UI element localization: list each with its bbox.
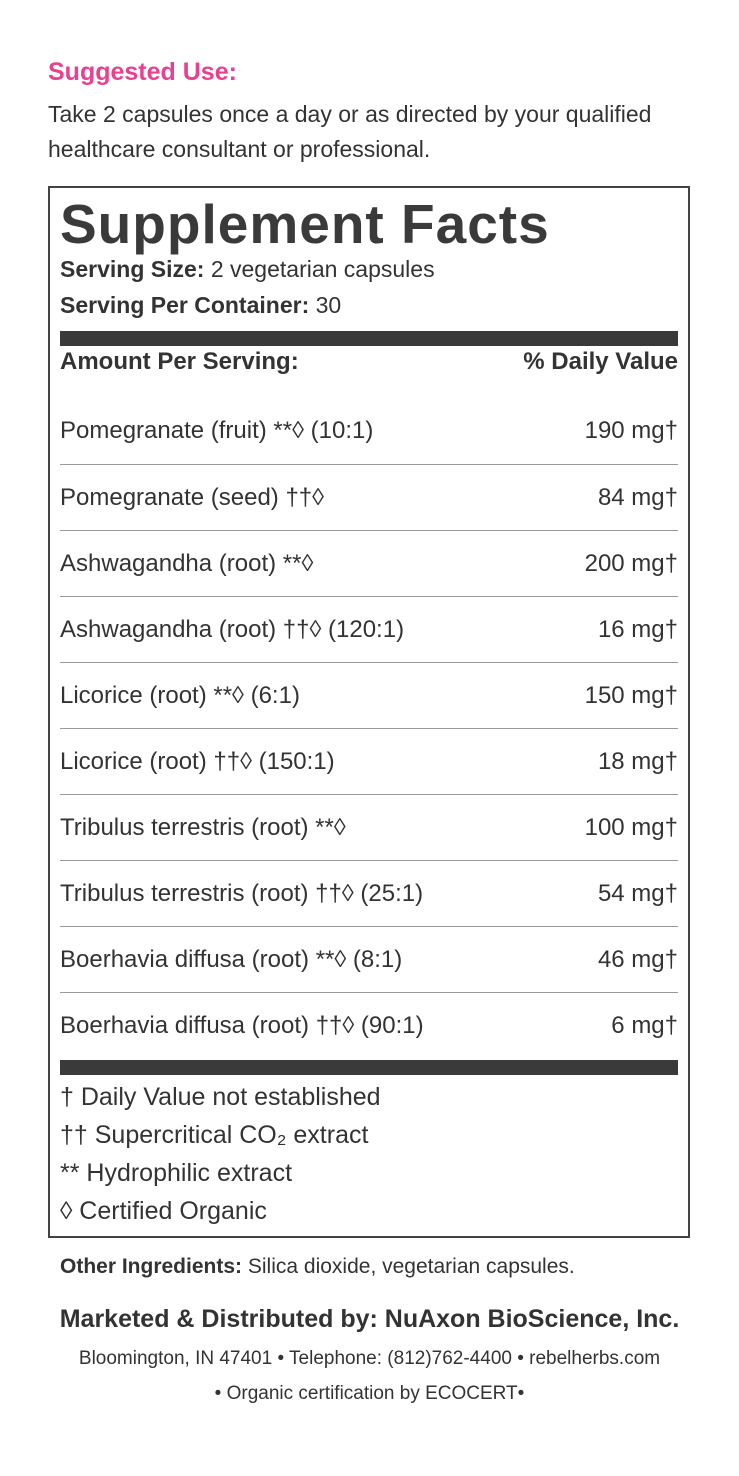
amount: 46 mg† [597, 945, 678, 973]
amount: 54 mg† [597, 879, 678, 907]
amount: 16 mg† [597, 615, 678, 643]
marketed-by: Marketed & Distributed by: NuAxon BioSci… [59, 1305, 680, 1333]
amount: 100 mg† [584, 813, 678, 841]
ingredient: Boerhavia diffusa (root) ††◊ (90:1) [60, 1011, 424, 1039]
serving-size: Serving Size: 2 vegetarian capsules [60, 256, 435, 283]
ingredient: Licorice (root) **◊ (6:1) [60, 681, 300, 709]
row: Licorice (root) ††◊ (150:1) 18 mg† [60, 728, 678, 794]
header-cell: Amount Per Serving: [60, 348, 299, 375]
row: Licorice (root) **◊ (6:1) 150 mg† [60, 662, 678, 728]
amount: 6 mg† [611, 1011, 678, 1039]
ingredient: Pomegranate (fruit) **◊ (10:1) [60, 417, 374, 444]
row: Boerhavia diffusa (root) **◊ (8:1) 46 mg† [60, 926, 678, 992]
servings-per-container: Serving Per Container: 30 [60, 292, 341, 319]
suggested-use-text: Take 2 capsules once a day or as directe… [48, 101, 652, 162]
ingredient: Ashwagandha (root) **◊ [60, 549, 314, 577]
suggested-use-heading: Suggested Use: [48, 58, 237, 86]
footnote: ** Hydrophilic extract [60, 1159, 293, 1187]
amount: 84 mg† [597, 483, 678, 511]
header-cell: % Daily Value [523, 348, 678, 375]
label: Other Ingredients: [60, 1255, 243, 1278]
ingredient: Tribulus terrestris (root) **◊ [60, 813, 346, 841]
amount: 190 mg† [584, 417, 678, 444]
amount: 150 mg† [584, 681, 678, 709]
table-header: Amount Per Serving: % Daily Value [60, 348, 678, 376]
amount: 18 mg† [597, 747, 678, 775]
footnote: †† Supercritical CO₂ extract [60, 1121, 369, 1149]
label: Serving Size: [60, 256, 205, 282]
row: Pomegranate (seed) ††◊ 84 mg† [60, 464, 678, 530]
ingredient: Ashwagandha (root) ††◊ (120:1) [60, 615, 405, 643]
row: Tribulus terrestris (root) **◊ 100 mg† [60, 794, 678, 860]
row: Pomegranate (fruit) **◊ (10:1) 190 mg† [60, 398, 678, 464]
ingredient: Boerhavia diffusa (root) **◊ (8:1) [60, 945, 403, 973]
other-ingredients: Other Ingredients: Silica dioxide, veget… [60, 1255, 575, 1279]
row: Ashwagandha (root) **◊ 200 mg† [60, 530, 678, 596]
amount: 200 mg† [584, 549, 678, 577]
label: Serving Per Container: [60, 292, 310, 318]
footnote: † Daily Value not established [60, 1083, 381, 1111]
ingredient: Licorice (root) ††◊ (150:1) [60, 747, 335, 775]
rows: Pomegranate (fruit) **◊ (10:1) 190 mg† Pom… [60, 398, 678, 1058]
thick-rule [60, 1060, 678, 1075]
row: Boerhavia diffusa (root) ††◊ (90:1) 6 mg† [60, 992, 678, 1058]
certification: • Organic certification by ECOCERT• [214, 1383, 525, 1404]
ingredient: Pomegranate (seed) ††◊ [60, 483, 325, 511]
ingredient: Tribulus terrestris (root) ††◊ (25:1) [60, 879, 424, 907]
address: Bloomington, IN 47401 • Telephone: (812)… [78, 1348, 661, 1369]
row: Tribulus terrestris (root) ††◊ (25:1) 54 … [60, 860, 678, 926]
facts-title: Supplement Facts [60, 193, 550, 255]
thick-rule [60, 331, 678, 346]
footnote: ◊ Certified Organic [60, 1197, 267, 1225]
footnotes: † Daily Value not established †† Supercri… [60, 1078, 381, 1230]
row: Ashwagandha (root) ††◊ (120:1) 16 mg† [60, 596, 678, 662]
value: 30 [315, 292, 342, 318]
text: Silica dioxide, vegetarian capsules. [247, 1255, 575, 1278]
value: 2 vegetarian capsules [210, 256, 435, 282]
facts-panel: Supplement Facts Serving Size: 2 vegetar… [48, 186, 690, 1238]
